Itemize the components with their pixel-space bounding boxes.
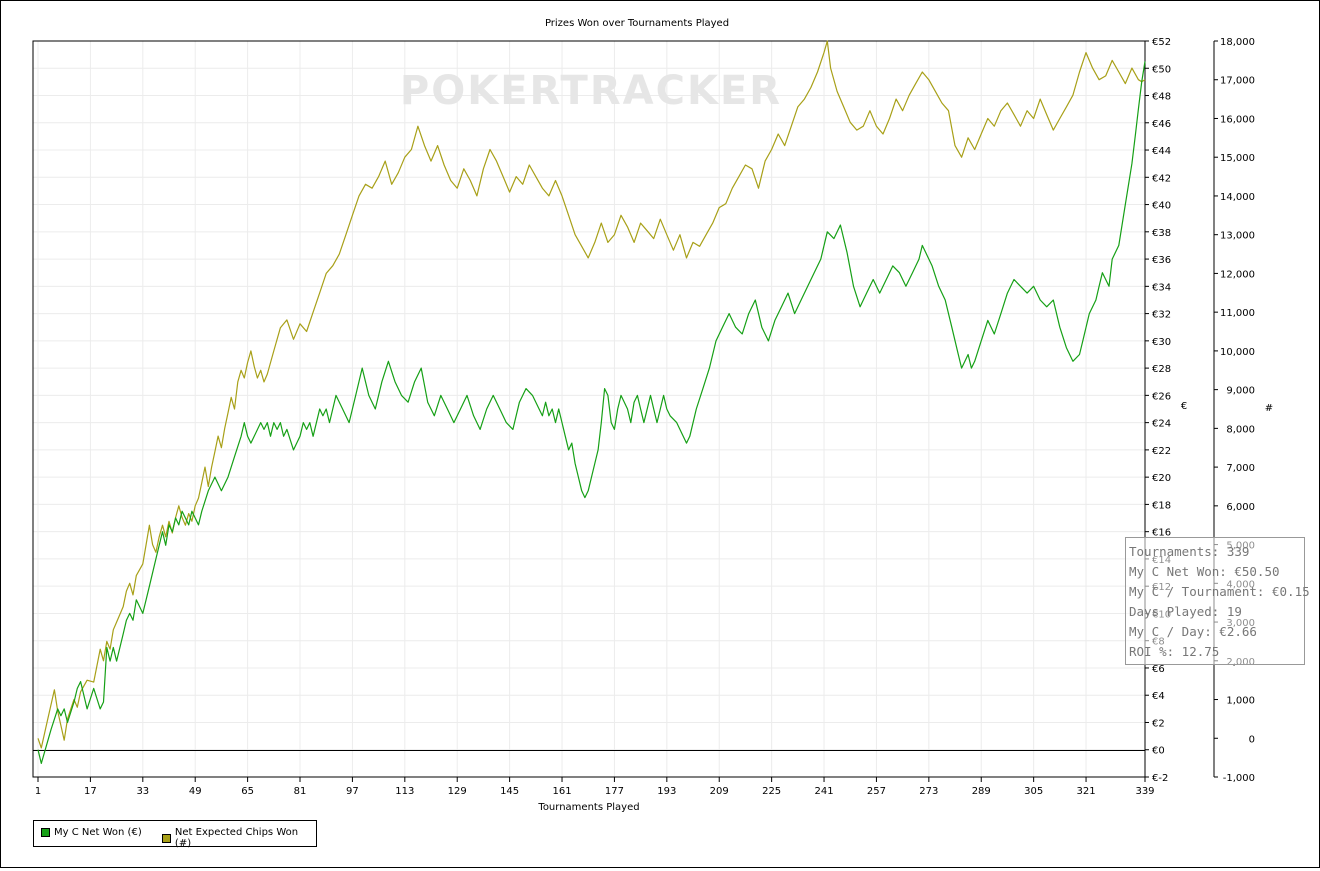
y-right-tick-label: 7,000 xyxy=(1226,463,1255,474)
y-right-tick-label: 6,000 xyxy=(1226,502,1255,513)
y-left-tick-label: €16 xyxy=(1152,528,1171,539)
y-right-tick-label: 16,000 xyxy=(1220,114,1255,125)
y-left-tick-label: €52 xyxy=(1152,37,1171,48)
y-left-tick-label: €42 xyxy=(1152,173,1171,184)
grid-lines xyxy=(33,40,1146,778)
watermark-logo: POKERTRACKER xyxy=(400,68,782,114)
y-left-tick-label: €48 xyxy=(1152,92,1171,103)
x-tick-label: 65 xyxy=(241,786,254,797)
y-right-tick-label: 14,000 xyxy=(1220,192,1255,203)
series-line-net-won xyxy=(37,61,1146,765)
y-right-tick-label: 11,000 xyxy=(1220,308,1255,319)
x-tick-label: 81 xyxy=(294,786,307,797)
y-left-tick-label: €20 xyxy=(1152,473,1171,484)
y-right-tick-label: 12,000 xyxy=(1220,269,1255,280)
series-line-expected-chips xyxy=(37,40,1146,749)
y-right-tick-label: 9,000 xyxy=(1226,386,1255,397)
x-tick-label: 97 xyxy=(346,786,359,797)
x-tick-label: 33 xyxy=(136,786,149,797)
x-tick-label: 241 xyxy=(814,786,833,797)
y-right-tick-label: 8,000 xyxy=(1226,424,1255,435)
x-tick-label: 49 xyxy=(189,786,202,797)
y-left-tick-label: €2 xyxy=(1152,718,1165,729)
y-right-tick-label: 10,000 xyxy=(1220,347,1255,358)
y-left-tick-label: €40 xyxy=(1152,201,1171,212)
legend-swatch-green xyxy=(41,828,50,837)
y-right-tick-label: 15,000 xyxy=(1220,153,1255,164)
x-tick-label: 129 xyxy=(448,786,467,797)
x-tick-label: 209 xyxy=(710,786,729,797)
y-left-tick-label: €30 xyxy=(1152,337,1171,348)
stat-days-played: Days Played: 19 xyxy=(1129,604,1242,619)
x-axis-label: Tournaments Played xyxy=(537,802,639,813)
y-left-tick-label: €4 xyxy=(1152,691,1165,702)
legend-label-net-won: My C Net Won (€) xyxy=(54,827,142,838)
y-left-tick-label: €0 xyxy=(1152,746,1165,757)
y-left-tick-label: €38 xyxy=(1152,228,1171,239)
legend-swatch-olive xyxy=(162,833,171,843)
stat-tournaments: Tournaments: 339 xyxy=(1129,544,1250,559)
stat-net-won: My C Net Won: €50.50 xyxy=(1129,564,1280,579)
y-left-tick-label: €26 xyxy=(1152,391,1171,402)
y-right-tick-label: 17,000 xyxy=(1220,76,1255,87)
chart-title: Prizes Won over Tournaments Played xyxy=(545,18,729,29)
x-tick-label: 17 xyxy=(84,786,97,797)
stat-per-tournament: My C / Tournament: €0.15 xyxy=(1129,584,1310,599)
x-tick-label: 193 xyxy=(657,786,676,797)
y-right-tick-label: 0 xyxy=(1249,734,1255,745)
x-tick-label: 305 xyxy=(1024,786,1043,797)
x-tick-label: 257 xyxy=(867,786,886,797)
x-tick-label: 273 xyxy=(919,786,938,797)
y-axis-right: -1,00001,0002,0003,0004,0005,0006,0007,0… xyxy=(1213,37,1255,784)
y-left-tick-label: €28 xyxy=(1152,364,1171,375)
y-right-tick-label: 13,000 xyxy=(1220,231,1255,242)
legend-label-expected-chips: Net Expected Chips Won (#) xyxy=(174,827,299,849)
stats-tooltip: Tournaments: 339 My C Net Won: €50.50 My… xyxy=(1125,537,1310,665)
y-left-tick-label: €24 xyxy=(1152,419,1171,430)
y-left-tick-label: €44 xyxy=(1152,146,1171,157)
x-tick-label: 113 xyxy=(395,786,414,797)
y-left-tick-label: €34 xyxy=(1152,282,1171,293)
y-right-tick-label: -1,000 xyxy=(1223,773,1255,784)
x-tick-label: 1 xyxy=(35,786,41,797)
y-axis-right-label: # xyxy=(1265,403,1273,414)
y-axis-left: €-2€0€2€4€6€8€10€12€14€16€18€20€22€24€26… xyxy=(1145,37,1171,784)
x-tick-label: 339 xyxy=(1135,786,1154,797)
y-right-tick-label: 18,000 xyxy=(1220,37,1255,48)
y-left-tick-label: €6 xyxy=(1152,664,1165,675)
y-left-tick-label: €18 xyxy=(1152,500,1171,511)
x-axis: 1 17 33 49 65 81 97 113 129 145 161 177 193 209 225 241… xyxy=(35,777,1155,797)
plot-area-border xyxy=(32,40,1146,778)
legend-item-net-won: My C Net Won (€) xyxy=(41,827,142,838)
y-right-tick-label: 1,000 xyxy=(1226,696,1255,707)
stat-per-day: My C / Day: €2.66 xyxy=(1129,624,1257,639)
y-left-tick-label: €32 xyxy=(1152,310,1171,321)
legend: My C Net Won (€) Net Expected Chips Won … xyxy=(33,820,317,849)
x-tick-label: 289 xyxy=(972,786,991,797)
y-left-tick-label: €36 xyxy=(1152,255,1171,266)
x-tick-label: 177 xyxy=(605,786,624,797)
series-layer xyxy=(37,40,1146,765)
x-tick-label: 321 xyxy=(1077,786,1096,797)
stat-roi: ROI %: 12.75 xyxy=(1129,644,1220,659)
legend-item-expected-chips: Net Expected Chips Won (#) xyxy=(162,827,316,849)
x-tick-label: 145 xyxy=(500,786,519,797)
y-left-tick-label: €50 xyxy=(1152,64,1171,75)
y-left-tick-label: €22 xyxy=(1152,446,1171,457)
y-left-tick-label: €46 xyxy=(1152,119,1171,130)
x-tick-label: 225 xyxy=(762,786,781,797)
x-tick-label: 161 xyxy=(552,786,571,797)
y-axis-left-label: € xyxy=(1181,401,1187,412)
y-left-tick-label: €-2 xyxy=(1152,773,1168,784)
